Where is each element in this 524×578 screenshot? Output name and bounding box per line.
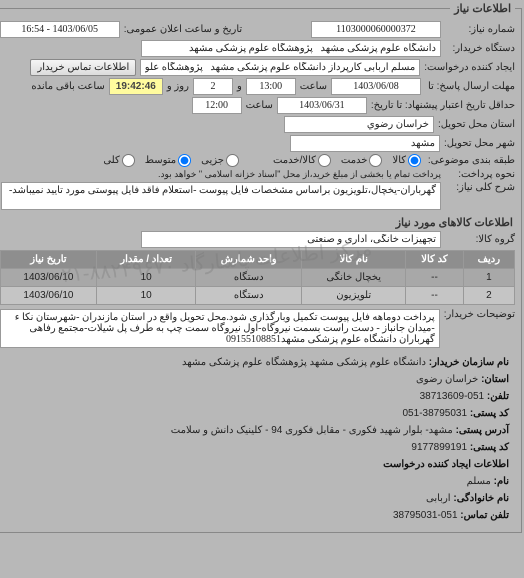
creator-input[interactable] <box>140 59 420 76</box>
radio-goods[interactable] <box>408 154 421 167</box>
table-cell: یخچال خانگی <box>302 269 406 287</box>
th-qty: تعداد / مقدار <box>97 251 196 269</box>
need-desc-textarea[interactable] <box>1 182 441 210</box>
table-header-row: ردیف کد کالا نام کالا واحد شمارش تعداد /… <box>0 251 514 269</box>
th-unit: واحد شمارش <box>196 251 302 269</box>
table-row[interactable]: 2--تلویزیوندستگاه101403/06/10 <box>0 287 514 305</box>
payment-type-label: نحوه پرداخت: <box>445 169 515 180</box>
th-date: تاریخ نیاز <box>0 251 96 269</box>
radio-medium[interactable] <box>178 154 191 167</box>
send-date-input[interactable] <box>331 78 421 95</box>
th-row: ردیف <box>463 251 514 269</box>
contact-label: تلفن تماس: <box>460 510 509 521</box>
radio-goods-service-wrap[interactable]: کالا/خدمت <box>273 154 331 167</box>
radio-large[interactable] <box>122 154 135 167</box>
table-cell: تلویزیون <box>302 287 406 305</box>
org-province: خراسان رضوی <box>416 374 478 385</box>
city-label: شهر محل تحویل: <box>444 138 515 149</box>
days-remain-input[interactable] <box>193 78 233 95</box>
table-cell: 1403/06/10 <box>0 287 96 305</box>
contact-buyer-button[interactable]: اطلاعات تماس خریدار <box>30 59 136 76</box>
radio-goods-service[interactable] <box>318 154 331 167</box>
send-deadline-label: مهلت ارسال پاسخ: تا <box>425 81 515 92</box>
table-cell: -- <box>406 287 464 305</box>
name-label: نام: <box>494 476 509 487</box>
th-name: نام کالا <box>302 251 406 269</box>
org-address-label: آدرس پستی: <box>456 425 509 436</box>
org-info-block: نام سازمان خریدار: دانشگاه علوم پزشکی مش… <box>0 350 515 528</box>
th-code: کد کالا <box>406 251 464 269</box>
buyer-notes-label: توضیحات خریدار: <box>444 309 515 320</box>
radio-service-label: خدمت <box>341 155 368 166</box>
creator-label: ایجاد کننده درخواست: <box>424 62 515 73</box>
table-cell: 10 <box>97 269 196 287</box>
org-postal-label: کد پستی: <box>470 408 509 419</box>
org-phone-label: تلفن: <box>487 391 509 402</box>
org-contact-phone-label: کد پستی: <box>470 442 509 453</box>
time-label-2: ساعت <box>246 100 273 111</box>
radio-large-label: کلی <box>103 155 119 166</box>
radio-service-wrap[interactable]: خدمت <box>341 154 383 167</box>
table-cell: 1 <box>463 269 514 287</box>
validity-label: حداقل تاریخ اعتبار پیشنهاد: تا تاریخ: <box>371 100 515 111</box>
family-label: نام خانوادگی: <box>453 493 509 504</box>
radio-medium-label: متوسط <box>145 155 176 166</box>
org-address: مشهد- بلوار شهید فکوری - مقابل فکوری 94 … <box>171 425 453 436</box>
radio-medium-wrap[interactable]: متوسط <box>145 154 191 167</box>
radio-goods-service-label: کالا/خدمت <box>273 155 316 166</box>
buyer-input[interactable] <box>141 40 441 57</box>
request-no-input[interactable] <box>311 21 441 38</box>
radio-small-label: جزیی <box>201 155 224 166</box>
radio-goods-wrap[interactable]: کالا <box>392 154 421 167</box>
goods-section-header: اطلاعات کالاهای مورد نیاز <box>2 216 513 229</box>
buyer-notes-textarea[interactable] <box>0 309 440 348</box>
need-info-fieldset: اطلاعات نیاز شماره نیاز: تاریخ و ساعت اع… <box>0 2 522 533</box>
goods-group-input[interactable] <box>141 231 441 248</box>
announce-date-input[interactable] <box>0 21 120 38</box>
time-remain-label: ساعت باقی مانده <box>31 81 104 92</box>
province-label: استان محل تحویل: <box>438 119 515 130</box>
dept-label: اطلاعات ایجاد کننده درخواست <box>383 459 509 470</box>
name-value: مسلم <box>467 476 491 487</box>
contact-value: 051-38795031 <box>393 510 458 521</box>
payment-note: پرداخت تمام یا بخشی از مبلغ خرید،از محل … <box>158 169 441 180</box>
table-cell: 2 <box>463 287 514 305</box>
radio-goods-label: کالا <box>392 155 406 166</box>
validity-date-input[interactable] <box>277 97 367 114</box>
radio-small-wrap[interactable]: جزیی <box>201 154 239 167</box>
grouping-label: طبقه بندی موضوعی: <box>425 155 515 166</box>
request-no-label: شماره نیاز: <box>445 24 515 35</box>
radio-large-wrap[interactable]: کلی <box>103 154 134 167</box>
time-label-1: ساعت <box>300 81 327 92</box>
province-input[interactable] <box>284 116 434 133</box>
need-desc-label: شرح کلی نیاز: <box>445 182 515 193</box>
table-cell: دستگاه <box>196 287 302 305</box>
radio-small[interactable] <box>226 154 239 167</box>
countdown-timer: 19:42:46 <box>109 78 163 95</box>
org-postal: 38795031-051 <box>403 408 468 419</box>
and-label: و <box>237 81 242 92</box>
radio-service[interactable] <box>369 154 382 167</box>
send-time-input[interactable] <box>246 78 296 95</box>
table-cell: دستگاه <box>196 269 302 287</box>
announce-date-label: تاریخ و ساعت اعلان عمومی: <box>124 24 243 35</box>
city-input[interactable] <box>290 135 440 152</box>
org-province-label: استان: <box>481 374 509 385</box>
table-cell: 10 <box>97 287 196 305</box>
family-value: اربابی <box>426 493 451 504</box>
validity-time-input[interactable] <box>192 97 242 114</box>
org-name: دانشگاه علوم پزشکی مشهد پژوهشگاه علوم پز… <box>182 357 426 368</box>
org-phone: 051-38713609 <box>420 391 485 402</box>
fieldset-legend: اطلاعات نیاز <box>450 2 515 15</box>
goods-table: ردیف کد کالا نام کالا واحد شمارش تعداد /… <box>0 250 515 305</box>
table-cell: 1403/06/10 <box>0 269 96 287</box>
buyer-label: دستگاه خریدار: <box>445 43 515 54</box>
goods-group-label: گروه کالا: <box>445 234 515 245</box>
table-row[interactable]: 1--یخچال خانگیدستگاه101403/06/10 <box>0 269 514 287</box>
table-cell: -- <box>406 269 464 287</box>
days-remain-label: روز و <box>167 81 189 92</box>
org-contact-phone: 9177899191 <box>411 442 467 453</box>
org-name-label: نام سازمان خریدار: <box>429 357 509 368</box>
